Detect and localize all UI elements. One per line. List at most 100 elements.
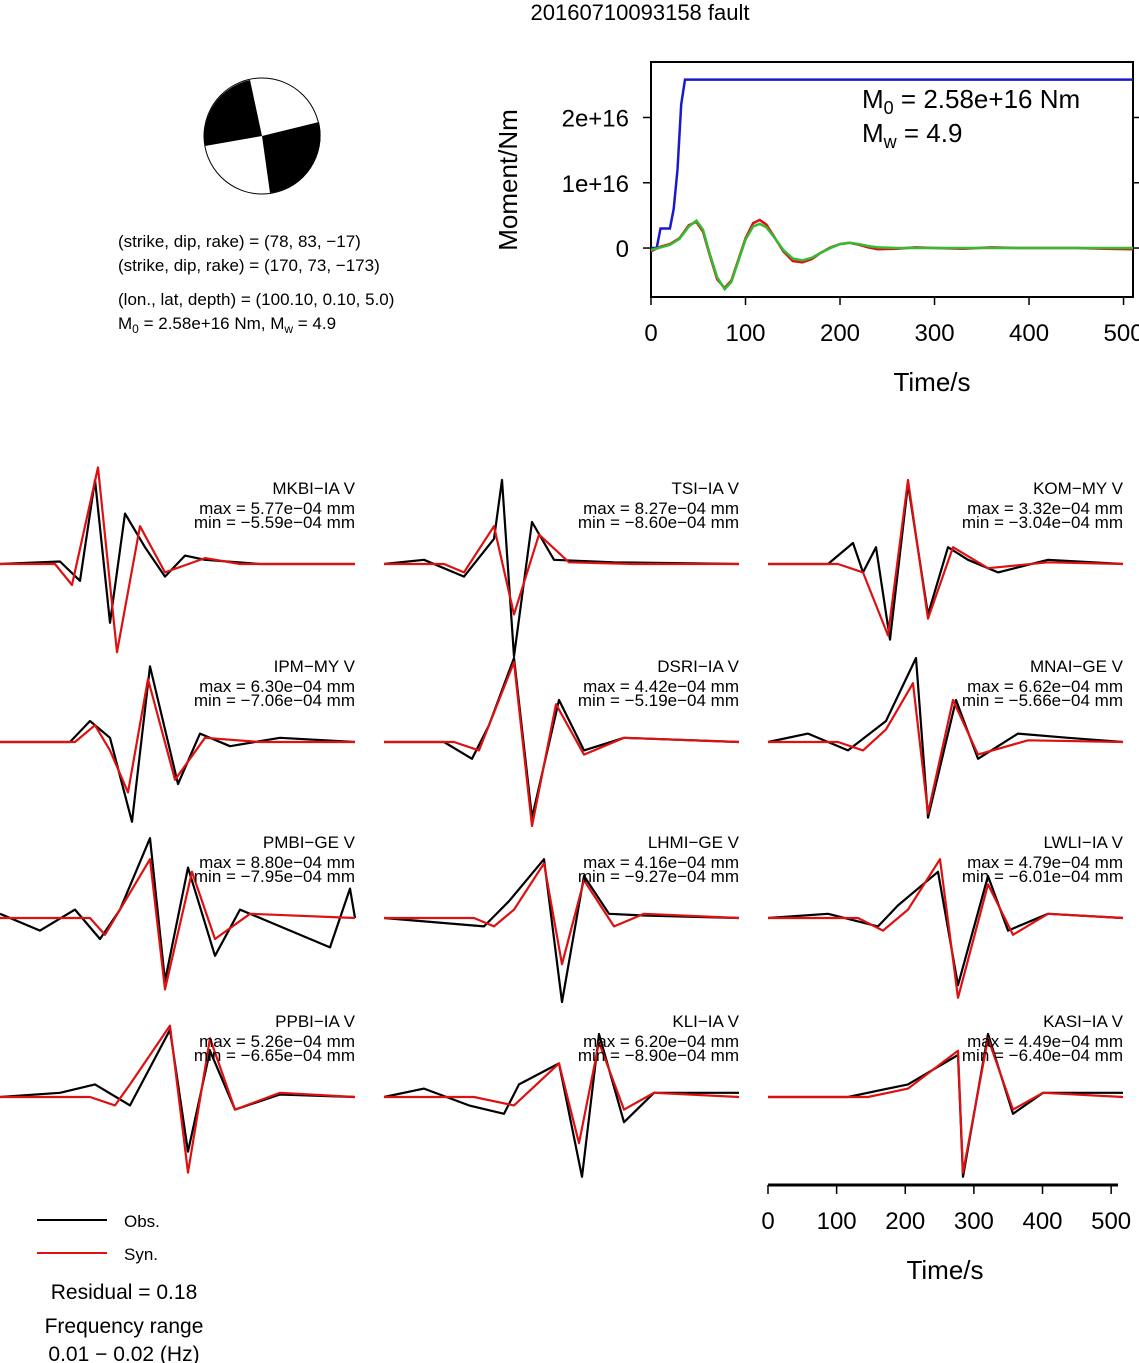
synthetic-waveform — [768, 1037, 1124, 1174]
observed-waveform — [383, 478, 740, 658]
waveform-time-axis: 0 100 200 300 400 500 Time/s — [761, 1183, 1131, 1285]
station-min: min = −6.01e−04 mm — [962, 867, 1123, 886]
residual-text: Residual = 0.18 — [51, 1281, 198, 1304]
station-name: TSI−IA V — [671, 479, 739, 498]
annotation-m0: M0 = 2.58e+16 Nm — [862, 84, 1080, 118]
x-tick-label: 400 — [1009, 320, 1049, 347]
station-name: KOM−MY V — [1033, 479, 1124, 498]
x-tick-label: 200 — [885, 1208, 925, 1235]
legend-obs-label: Obs. — [124, 1212, 160, 1231]
station-max: max = 6.62e−04 mm — [967, 677, 1123, 696]
station-name: LWLI−IA V — [1043, 833, 1123, 852]
x-tick-label: 500 — [1091, 1208, 1131, 1235]
synthetic-waveform — [0, 466, 355, 654]
observed-waveform — [0, 837, 357, 983]
x-tick-label: 0 — [644, 320, 657, 347]
synthetic-waveform — [384, 1041, 740, 1145]
observed-waveform — [767, 870, 1124, 987]
station-max: max = 5.77e−04 mm — [199, 499, 355, 518]
synthetic-waveform — [384, 661, 740, 828]
x-tick-label: 200 — [820, 320, 860, 347]
station-max: max = 6.30e−04 mm — [199, 677, 355, 696]
synthetic-waveform — [384, 525, 739, 616]
station-max: max = 3.32e−04 mm — [967, 499, 1123, 518]
station-max: max = 8.27e−04 mm — [583, 499, 739, 518]
observed-waveform — [767, 656, 1124, 819]
observed-waveform — [383, 858, 740, 1004]
station-name: LHMI−GE V — [648, 833, 740, 852]
x-tick-label: 0 — [761, 1208, 774, 1235]
synthetic-waveform — [768, 682, 1124, 815]
station-min: min = −8.90e−04 mm — [578, 1046, 739, 1065]
x-axis-label: Time/s — [906, 1255, 983, 1285]
y-tick-label: 2e+16 — [562, 105, 629, 132]
annotation-mw: Mw = 4.9 — [862, 118, 962, 152]
station-name: PPBI−IA V — [275, 1012, 356, 1031]
moment-plot-frame — [650, 61, 1134, 298]
x-tick-label: 100 — [817, 1208, 857, 1235]
station-max: max = 6.20e−04 mm — [583, 1032, 739, 1051]
station-min: min = −5.19e−04 mm — [578, 691, 739, 710]
synthetic-waveform — [768, 478, 1124, 637]
station-min: min = −5.59e−04 mm — [194, 513, 355, 532]
station-max: max = 4.79e−04 mm — [967, 853, 1123, 872]
station-name: DSRI−IA V — [657, 657, 739, 676]
synthetic-waveform — [0, 858, 356, 991]
focal-mechanism-beachball — [203, 77, 321, 195]
x-axis-label: Time/s — [893, 367, 970, 397]
x-tick-label: 100 — [725, 320, 765, 347]
station-max: max = 4.49e−04 mm — [967, 1032, 1123, 1051]
frequency-range-label: Frequency range — [45, 1315, 204, 1338]
station-min: min = −3.04e−04 mm — [962, 513, 1123, 532]
synthetic-waveform — [0, 677, 355, 794]
synthetic-waveform — [768, 858, 1124, 999]
station-max: max = 8.80e−04 mm — [199, 853, 355, 872]
station-min: min = −6.65e−04 mm — [194, 1046, 355, 1065]
station-max: max = 4.42e−04 mm — [583, 677, 739, 696]
info-line-1: (strike, dip, rake) = (78, 83, −17) — [118, 232, 361, 251]
synthetic-waveform — [0, 1024, 356, 1174]
info-line-3: (lon., lat, depth) = (100.10, 0.10, 5.0) — [118, 290, 394, 309]
moment-series-1 — [650, 218, 1134, 290]
station-name: MNAI−GE V — [1030, 657, 1124, 676]
x-tick-label: 300 — [915, 320, 955, 347]
station-max: max = 4.16e−04 mm — [583, 853, 739, 872]
info-line-4: M0 = 2.58e+16 Nm, Mw = 4.9 — [118, 314, 336, 336]
y-axis-label: Moment/Nm — [493, 109, 523, 251]
moment-rate-plot: 0 100 200 300 400 500 0 1e+16 2e+16 Time/s Moment/… — [493, 61, 1139, 397]
station-min: min = −8.60e−04 mm — [578, 513, 739, 532]
moment-series-0 — [651, 78, 1133, 250]
station-max: max = 5.26e−04 mm — [199, 1032, 355, 1051]
x-tick-label: 500 — [1104, 320, 1139, 347]
station-min: min = −7.06e−04 mm — [194, 691, 355, 710]
legend: Obs. Syn. — [37, 1212, 160, 1264]
y-tick-label: 1e+16 — [562, 171, 629, 198]
frequency-range-value: 0.01 − 0.02 (Hz) — [48, 1343, 199, 1363]
x-tick-label: 300 — [954, 1208, 994, 1235]
station-min: min = −9.27e−04 mm — [578, 867, 739, 886]
station-min: min = −5.66e−04 mm — [962, 691, 1123, 710]
y-tick-label: 0 — [616, 236, 629, 263]
synthetic-waveform — [384, 862, 740, 966]
figure-title: 20160710093158 fault — [531, 0, 750, 25]
x-tick-label: 400 — [1022, 1208, 1062, 1235]
info-line-2: (strike, dip, rake) = (170, 73, −173) — [118, 256, 380, 275]
station-name: IPM−MY V — [274, 657, 356, 676]
observed-waveform — [0, 665, 356, 823]
observed-waveform — [768, 1032, 1123, 1178]
station-name: MKBI−IA V — [272, 479, 355, 498]
station-name: KLI−IA V — [672, 1012, 739, 1031]
station-name: KASI−IA V — [1043, 1012, 1124, 1031]
